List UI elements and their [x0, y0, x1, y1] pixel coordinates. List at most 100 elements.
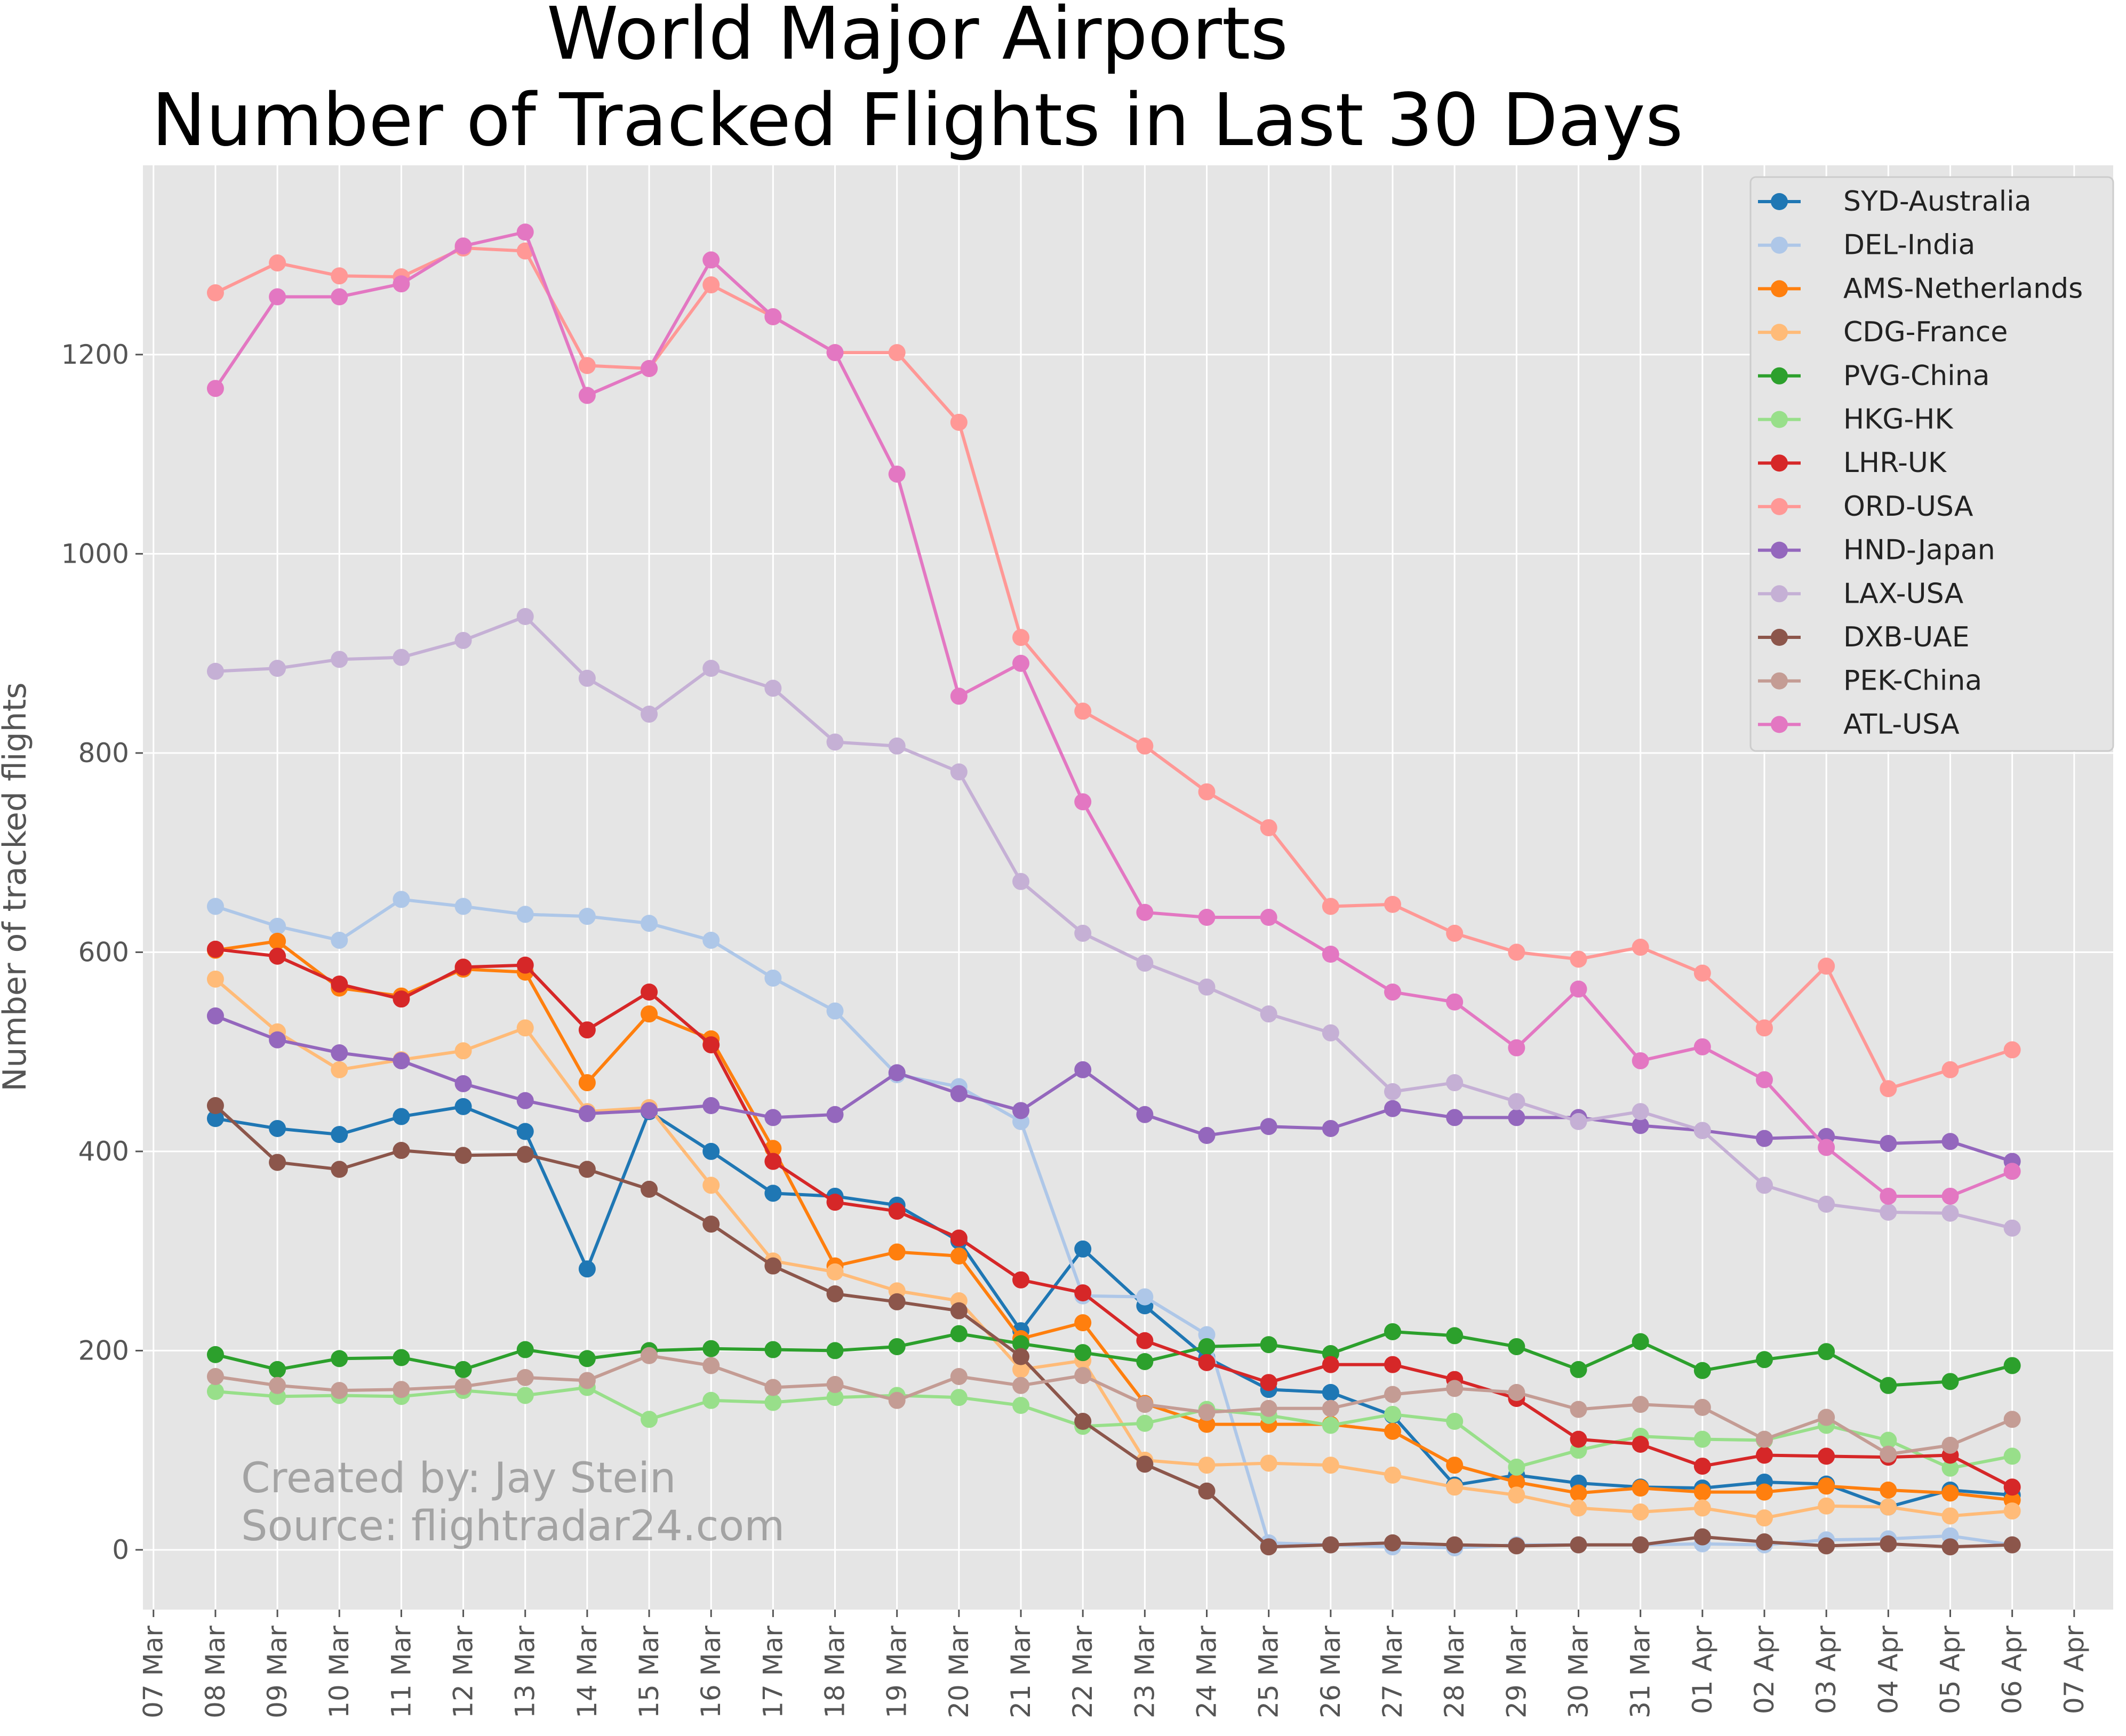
data-point: [1632, 1503, 1649, 1521]
data-point: [1012, 873, 1030, 890]
data-point: [206, 380, 224, 397]
series-line: [214, 246, 2013, 1091]
data-point: [206, 970, 224, 988]
data-point: [1880, 1134, 1897, 1152]
legend-entry: CDG-France: [1758, 316, 2008, 348]
source-annotation: Source: flightradar24.com: [241, 1502, 785, 1550]
data-point: [393, 891, 410, 908]
data-point: [516, 608, 534, 626]
y-tick-label: 1200: [61, 339, 129, 370]
data-point: [331, 1044, 348, 1062]
data-point: [888, 344, 906, 362]
y-axis-label: Number of tracked flights: [0, 683, 34, 1092]
data-point: [1260, 819, 1277, 836]
series-line: [215, 1386, 2013, 1470]
data-point: [1632, 1396, 1649, 1413]
data-point: [1384, 1422, 1402, 1440]
data-point: [764, 1379, 782, 1396]
data-point: [1074, 1240, 1092, 1258]
data-point: [1632, 1103, 1649, 1121]
legend-entry: DXB-UAE: [1758, 621, 1970, 653]
data-point: [826, 1375, 844, 1393]
data-point: [764, 1341, 782, 1358]
data-point: [1693, 1362, 1711, 1379]
data-point: [702, 1391, 720, 1409]
data-point: [764, 1257, 782, 1275]
x-tick-label: 03 Apr: [1811, 1626, 1842, 1714]
data-point: [1570, 1499, 1587, 1517]
data-point: [702, 1215, 720, 1233]
data-point: [1880, 1481, 1897, 1499]
legend-label: DEL-India: [1843, 229, 1975, 261]
data-point: [269, 288, 286, 306]
data-point: [331, 288, 348, 306]
data-point: [826, 1263, 844, 1281]
data-point: [206, 1346, 224, 1363]
data-point: [764, 679, 782, 697]
x-tick-label: 02 Apr: [1749, 1626, 1780, 1714]
data-point: [1755, 1351, 1773, 1369]
data-point: [2003, 1041, 2021, 1059]
data-point: [1384, 1386, 1402, 1403]
data-point: [1818, 1447, 1835, 1465]
data-point: [516, 1123, 534, 1140]
data-point: [1136, 903, 1154, 921]
data-point: [1818, 1195, 1835, 1213]
data-point: [516, 956, 534, 974]
x-tick-label: 09 Mar: [262, 1626, 293, 1718]
legend-entry: AMS-Netherlands: [1758, 273, 2083, 305]
data-point: [1198, 1326, 1216, 1343]
data-point: [1136, 1353, 1154, 1370]
data-point: [393, 1142, 410, 1159]
x-tick-label: 16 Mar: [696, 1626, 726, 1718]
legend-label: AMS-Netherlands: [1843, 273, 2083, 305]
data-point: [702, 251, 720, 269]
y-tick-label: 800: [78, 738, 129, 769]
data-point: [1260, 909, 1277, 926]
data-point: [641, 706, 658, 723]
data-point: [950, 1247, 968, 1265]
data-point: [1508, 1473, 1525, 1491]
data-point: [1198, 1354, 1216, 1371]
x-tick-label: 11 Mar: [386, 1626, 417, 1718]
data-point: [1384, 1100, 1402, 1117]
legend-entry: PVG-China: [1758, 360, 1990, 392]
data-point: [454, 631, 472, 649]
data-point: [702, 276, 720, 294]
data-point: [578, 1161, 596, 1178]
data-point: [1260, 1336, 1277, 1354]
data-point: [888, 1391, 906, 1409]
data-point: [454, 1147, 472, 1164]
data-point: [888, 1202, 906, 1220]
x-tick-label: 30 Mar: [1563, 1626, 1594, 1718]
legend-entry: LAX-USA: [1758, 578, 1964, 610]
legend-entry: PEK-China: [1758, 665, 1982, 697]
data-point: [1012, 629, 1030, 646]
data-point: [2003, 1502, 2021, 1520]
data-point: [1136, 1106, 1154, 1123]
data-point: [1384, 983, 1402, 1001]
x-tick-label: 06 Apr: [1997, 1626, 2028, 1714]
legend-marker: [1771, 498, 1788, 515]
data-point: [2003, 1219, 2021, 1237]
data-point: [1198, 978, 1216, 996]
data-point: [888, 1293, 906, 1310]
data-point: [641, 1005, 658, 1023]
data-point: [1074, 1314, 1092, 1332]
data-point: [454, 1361, 472, 1378]
x-tick-label: 15 Mar: [634, 1626, 665, 1718]
data-point: [1941, 1484, 1959, 1502]
data-point: [1136, 1332, 1154, 1349]
data-point: [1260, 1005, 1277, 1023]
data-point: [269, 932, 286, 950]
data-point: [331, 651, 348, 668]
data-point: [1755, 1533, 1773, 1551]
x-tick-label: 24 Mar: [1192, 1626, 1222, 1718]
data-point: [1632, 939, 1649, 956]
series-line: [215, 939, 2012, 1502]
legend-marker: [1771, 585, 1788, 603]
data-point: [578, 1105, 596, 1122]
data-point: [331, 1126, 348, 1143]
data-point: [1074, 924, 1092, 942]
series-line: [215, 947, 2013, 1489]
